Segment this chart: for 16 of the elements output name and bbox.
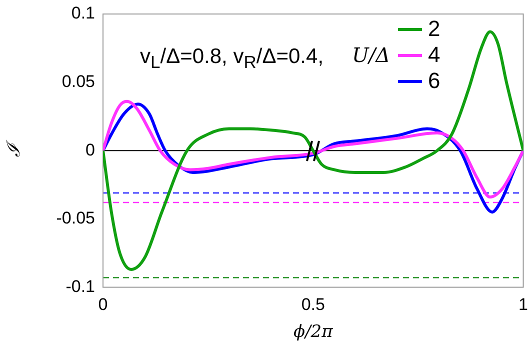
legend-label: 6 [428,68,440,94]
legend-title: U/Δ [352,43,390,67]
x-axis-title: ϕ/2π [293,322,334,342]
y-tick-label: 0.1 [71,4,95,23]
legend-label: 2 [428,16,440,42]
legend-label: 4 [428,42,440,68]
line-series [103,100,524,199]
y-tick-label: 0 [86,140,95,160]
x-tick-label: 0 [98,295,108,314]
y-axis-title: ℐ [3,139,24,158]
annotation: v$_{L}$/Δ=0.8, v$_{R}$/Δ=0.4, [140,45,324,74]
y-tick-label: -0.05 [56,208,95,228]
y-tick-label: 0.05 [62,72,95,91]
y-tick-label: -0.1 [66,276,95,296]
x-tick-label: 0.5 [301,295,325,314]
x-tick-label: 1 [518,295,528,314]
